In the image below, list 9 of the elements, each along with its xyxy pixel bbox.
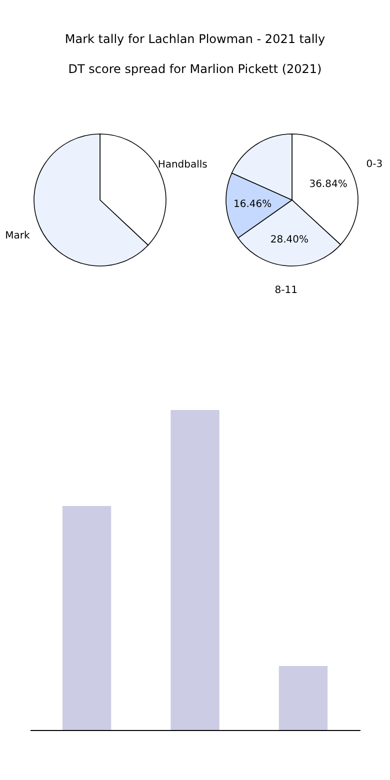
data-label: 16.46% <box>234 198 272 210</box>
chart-title: Mark tally for Lachlan Plowman - 2021 tally <box>64 32 326 46</box>
data-label: 36.84% <box>309 179 348 190</box>
slice-label: 8-11 <box>274 284 298 296</box>
chart-title: DT score spread for Marlion Pickett (2021) <box>68 62 322 76</box>
data-label: 28.40% <box>270 234 308 246</box>
slice-label: Handballs <box>158 159 208 170</box>
slice-label: 0-3 <box>366 158 383 170</box>
slice-label: Mark <box>5 230 30 242</box>
